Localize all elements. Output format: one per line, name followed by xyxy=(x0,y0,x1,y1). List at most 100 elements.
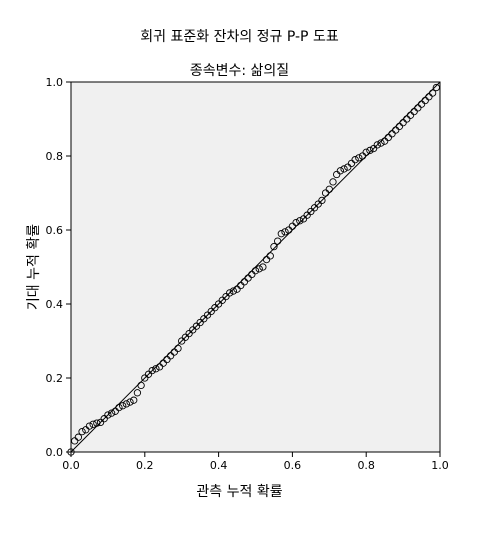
data-point xyxy=(318,196,326,205)
data-point xyxy=(152,365,160,373)
data-point xyxy=(362,148,370,156)
data-point xyxy=(355,154,363,162)
data-point xyxy=(288,222,297,230)
data-point xyxy=(281,228,289,236)
x-tick-label: 0.0 xyxy=(62,459,80,472)
data-point xyxy=(240,278,249,286)
data-point xyxy=(410,107,418,116)
data-point xyxy=(299,215,308,223)
data-point xyxy=(351,156,359,164)
y-tick-label: 0.6 xyxy=(46,224,64,237)
data-point xyxy=(185,329,193,338)
data-point xyxy=(421,96,429,105)
data-point xyxy=(321,189,330,197)
data-point xyxy=(244,274,252,282)
data-point xyxy=(380,137,389,145)
data-point xyxy=(399,119,407,127)
data-point xyxy=(329,178,337,186)
data-point xyxy=(174,344,182,353)
data-point xyxy=(344,163,352,171)
x-tick-label: 0.8 xyxy=(357,459,375,472)
data-point xyxy=(377,139,385,147)
data-point xyxy=(366,146,374,155)
data-point xyxy=(89,420,97,428)
data-point xyxy=(111,407,119,415)
data-point xyxy=(159,359,167,367)
data-point xyxy=(292,218,300,227)
data-point xyxy=(170,348,178,356)
data-point xyxy=(130,396,138,404)
data-point xyxy=(273,237,282,245)
data-point xyxy=(137,381,145,390)
data-point xyxy=(203,311,212,319)
y-tick-label: 1.0 xyxy=(46,76,64,89)
data-point xyxy=(428,89,437,97)
data-point xyxy=(67,448,75,456)
data-point xyxy=(373,141,381,149)
data-point xyxy=(285,226,293,234)
data-point xyxy=(403,115,411,123)
data-point xyxy=(155,363,164,371)
data-point xyxy=(85,422,94,430)
data-point xyxy=(310,204,319,212)
y-tick-label: 0.8 xyxy=(46,150,64,163)
x-tick-label: 1.0 xyxy=(431,459,449,472)
x-tick-label: 0.2 xyxy=(136,459,154,472)
data-point xyxy=(126,398,134,406)
data-point xyxy=(144,370,153,378)
data-point xyxy=(107,409,116,417)
data-point xyxy=(226,289,234,297)
data-point xyxy=(347,159,356,168)
data-point xyxy=(200,315,208,323)
data-point xyxy=(248,270,256,279)
data-point xyxy=(166,352,175,360)
data-point xyxy=(259,263,267,271)
data-point xyxy=(307,207,315,216)
data-point xyxy=(340,165,348,173)
data-point xyxy=(388,130,396,138)
data-point xyxy=(229,287,238,295)
x-tick-label: 0.4 xyxy=(210,459,228,472)
data-point xyxy=(336,167,345,175)
data-point xyxy=(192,322,201,330)
data-point xyxy=(71,437,79,445)
data-point xyxy=(93,419,101,427)
data-point xyxy=(262,255,271,264)
data-point xyxy=(133,389,142,397)
data-point xyxy=(303,211,311,219)
data-point xyxy=(214,300,223,308)
x-tick-label: 0.6 xyxy=(284,459,302,472)
data-point xyxy=(414,104,422,112)
data-point xyxy=(78,427,86,436)
data-point xyxy=(82,426,90,434)
data-point xyxy=(325,185,333,193)
data-point xyxy=(392,126,400,134)
data-point xyxy=(196,318,204,327)
data-point xyxy=(119,402,127,410)
data-point xyxy=(277,230,285,238)
data-point xyxy=(425,93,433,101)
data-point xyxy=(266,252,274,260)
data-point xyxy=(148,366,156,375)
data-point xyxy=(189,326,197,334)
data-point xyxy=(141,374,149,382)
data-point xyxy=(406,111,415,119)
data-point xyxy=(211,304,219,312)
data-point xyxy=(178,337,186,345)
data-point xyxy=(237,281,245,290)
y-tick-label: 0.2 xyxy=(46,372,64,385)
data-point xyxy=(417,100,426,108)
reference-line xyxy=(70,81,441,453)
data-point xyxy=(115,403,123,412)
data-point xyxy=(255,265,263,273)
y-axis-label: 기대 누적 확률 xyxy=(26,223,42,311)
data-point xyxy=(163,355,171,364)
data-point xyxy=(369,144,378,153)
chart-subtitle: 종속변수: 삶의질 xyxy=(189,63,290,79)
data-point xyxy=(314,200,322,208)
data-point xyxy=(358,152,367,160)
chart-title: 회귀 표준화 잔차의 정규 P-P 도표 xyxy=(140,29,339,45)
data-point xyxy=(296,217,304,225)
data-point xyxy=(333,170,341,179)
